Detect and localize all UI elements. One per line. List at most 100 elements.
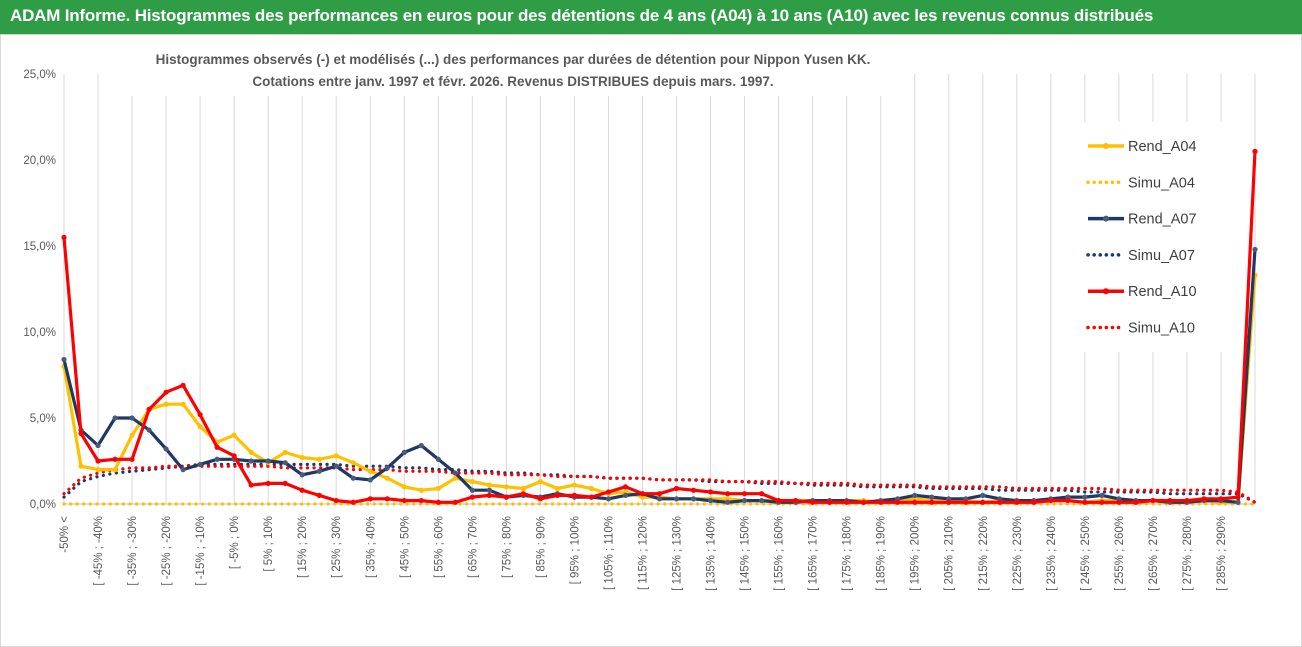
data-point-Rend_A04	[129, 432, 135, 438]
x-tick-label: [ -25% ; -20%	[161, 516, 173, 586]
x-tick-label: [ 55% ; 60%	[433, 516, 445, 578]
data-point-Rend_A07	[724, 499, 731, 505]
x-tick-label: [ -5% ; 0%	[229, 516, 241, 569]
data-point-Rend_A10	[827, 499, 833, 505]
x-tick-label: -50% <	[59, 516, 71, 553]
data-point-Rend_A10	[61, 234, 67, 240]
x-tick-label: [ 65% ; 70%	[467, 516, 479, 578]
data-point-Rend_A10	[95, 458, 101, 464]
x-tick-label: [ 25% ; 30%	[331, 516, 343, 578]
data-point-Rend_A10	[741, 491, 748, 497]
data-point-Rend_A07	[452, 470, 458, 476]
x-tick-label: [ 175% ; 180%	[842, 516, 854, 591]
data-point-Rend_A04	[350, 460, 356, 466]
data-point-Rend_A10	[912, 499, 918, 505]
data-point-Rend_A07	[673, 496, 680, 502]
data-point-Rend_A07	[180, 467, 186, 473]
data-point-Rend_A10	[316, 492, 322, 498]
x-tick-label: [ 155% ; 160%	[774, 516, 786, 591]
data-point-Rend_A07	[401, 449, 407, 455]
data-point-Rend_A10	[878, 499, 884, 505]
x-tick-label: [ 185% ; 190%	[876, 516, 888, 591]
legend-label: Simu_A10	[1128, 321, 1195, 337]
data-point-Rend_A10	[997, 499, 1003, 505]
data-point-Rend_A10	[1099, 499, 1105, 505]
data-point-Rend_A10	[656, 491, 663, 497]
data-point-Rend_A10	[1133, 499, 1139, 505]
data-point-Rend_A10	[146, 406, 152, 412]
x-tick-label: [ -35% ; -30%	[127, 516, 139, 586]
banner-title: ADAM Informe. Histogrammes des performan…	[10, 6, 1154, 25]
data-point-Rend_A10	[605, 489, 612, 495]
data-point-Rend_A10	[1167, 497, 1173, 504]
data-point-Rend_A10	[1184, 497, 1190, 504]
data-point-Rend_A04	[367, 468, 373, 474]
x-tick-label: [ 285% ; 290%	[1216, 516, 1228, 591]
data-point-Rend_A07	[265, 458, 271, 464]
data-point-Rend_A07	[929, 494, 935, 500]
y-tick-label: 25,0%	[23, 69, 56, 81]
data-point-Rend_A10	[690, 487, 697, 493]
data-point-Rend_A10	[844, 499, 850, 505]
data-point-Rend_A10	[1014, 499, 1020, 505]
data-point-Rend_A07	[656, 496, 663, 502]
data-point-Rend_A07	[435, 456, 441, 462]
x-tick-label: [ 235% ; 240%	[1046, 516, 1058, 591]
data-point-Rend_A10	[469, 494, 475, 500]
data-point-Rend_A10	[724, 491, 731, 497]
data-point-Rend_A10	[214, 444, 220, 450]
data-point-Rend_A04	[520, 485, 526, 492]
data-point-Rend_A07	[299, 472, 305, 478]
data-point-Rend_A07	[316, 468, 322, 474]
data-point-Rend_A04	[197, 424, 203, 430]
data-point-Rend_A07	[1252, 246, 1258, 253]
x-tick-label: [ 125% ; 130%	[672, 516, 684, 591]
data-point-Rend_A10	[963, 499, 969, 505]
data-point-Rend_A10	[231, 453, 237, 459]
data-point-Rend_A10	[520, 491, 526, 497]
data-point-Rend_A04	[503, 484, 509, 490]
data-point-Rend_A07	[486, 487, 492, 493]
x-tick-label: [ 75% ; 80%	[501, 516, 513, 578]
legend-label: Rend_A04	[1128, 139, 1197, 155]
x-tick-label: [ 95% ; 100%	[569, 516, 581, 584]
data-point-Rend_A07	[282, 460, 288, 466]
data-point-Rend_A07	[707, 497, 714, 504]
x-tick-label: [ 215% ; 220%	[978, 516, 990, 591]
data-point-Rend_A10	[129, 456, 135, 462]
data-point-Rend_A07	[1099, 492, 1105, 498]
data-point-Rend_A07	[469, 487, 475, 493]
data-point-Rend_A04	[316, 456, 322, 462]
data-point-Rend_A04	[282, 449, 288, 455]
data-point-Rend_A07	[622, 492, 629, 498]
x-tick-label: [ 115% ; 120%	[637, 516, 649, 590]
data-point-Rend_A04	[333, 453, 339, 459]
data-point-Rend_A07	[333, 463, 339, 469]
data-point-Rend_A10	[299, 487, 305, 493]
data-point-Rend_A10	[401, 497, 407, 504]
legend-label: Rend_A10	[1128, 284, 1197, 300]
legend-label: Rend_A07	[1128, 212, 1197, 228]
data-point-Rend_A10	[946, 499, 952, 505]
data-point-Rend_A10	[673, 485, 680, 492]
y-tick-label: 20,0%	[23, 155, 56, 167]
data-point-Rend_A10	[1031, 499, 1037, 505]
data-point-Rend_A10	[367, 496, 373, 502]
data-point-Rend_A10	[707, 489, 714, 495]
data-point-Rend_A10	[265, 480, 271, 486]
data-point-Rend_A07	[690, 496, 697, 502]
data-point-Rend_A07	[350, 475, 356, 481]
x-tick-label: [ 85% ; 90%	[535, 516, 547, 578]
data-point-Rend_A04	[435, 485, 441, 492]
x-tick-label: [ 245% ; 250%	[1080, 516, 1092, 591]
data-point-Rend_A04	[554, 485, 561, 492]
data-point-Rend_A04	[78, 463, 84, 469]
data-point-Rend_A07	[980, 492, 986, 498]
data-point-Rend_A10	[418, 497, 424, 504]
x-tick-label: [ 105% ; 110%	[603, 516, 615, 590]
data-point-Rend_A04	[486, 482, 492, 488]
data-point-Rend_A10	[197, 411, 203, 418]
data-point-Rend_A10	[895, 499, 901, 505]
data-point-Rend_A10	[758, 491, 765, 497]
